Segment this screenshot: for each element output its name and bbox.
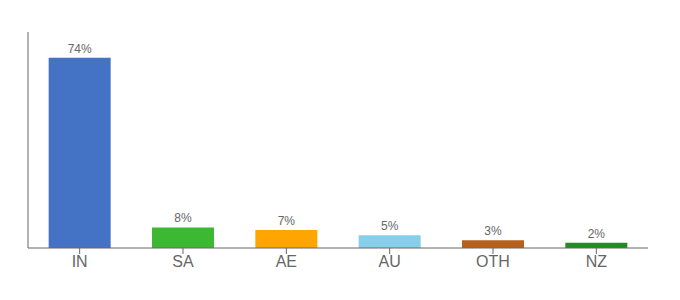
svg-text:AE: AE [276, 253, 297, 270]
svg-text:8%: 8% [174, 211, 192, 225]
svg-text:74%: 74% [68, 42, 92, 56]
svg-text:OTH: OTH [476, 253, 510, 270]
svg-text:2%: 2% [588, 227, 606, 241]
svg-text:7%: 7% [278, 214, 296, 228]
svg-text:SA: SA [172, 253, 194, 270]
svg-text:3%: 3% [484, 224, 502, 238]
svg-text:IN: IN [72, 253, 88, 270]
svg-text:5%: 5% [381, 219, 399, 233]
svg-text:NZ: NZ [586, 253, 608, 270]
svg-text:AU: AU [379, 253, 401, 270]
